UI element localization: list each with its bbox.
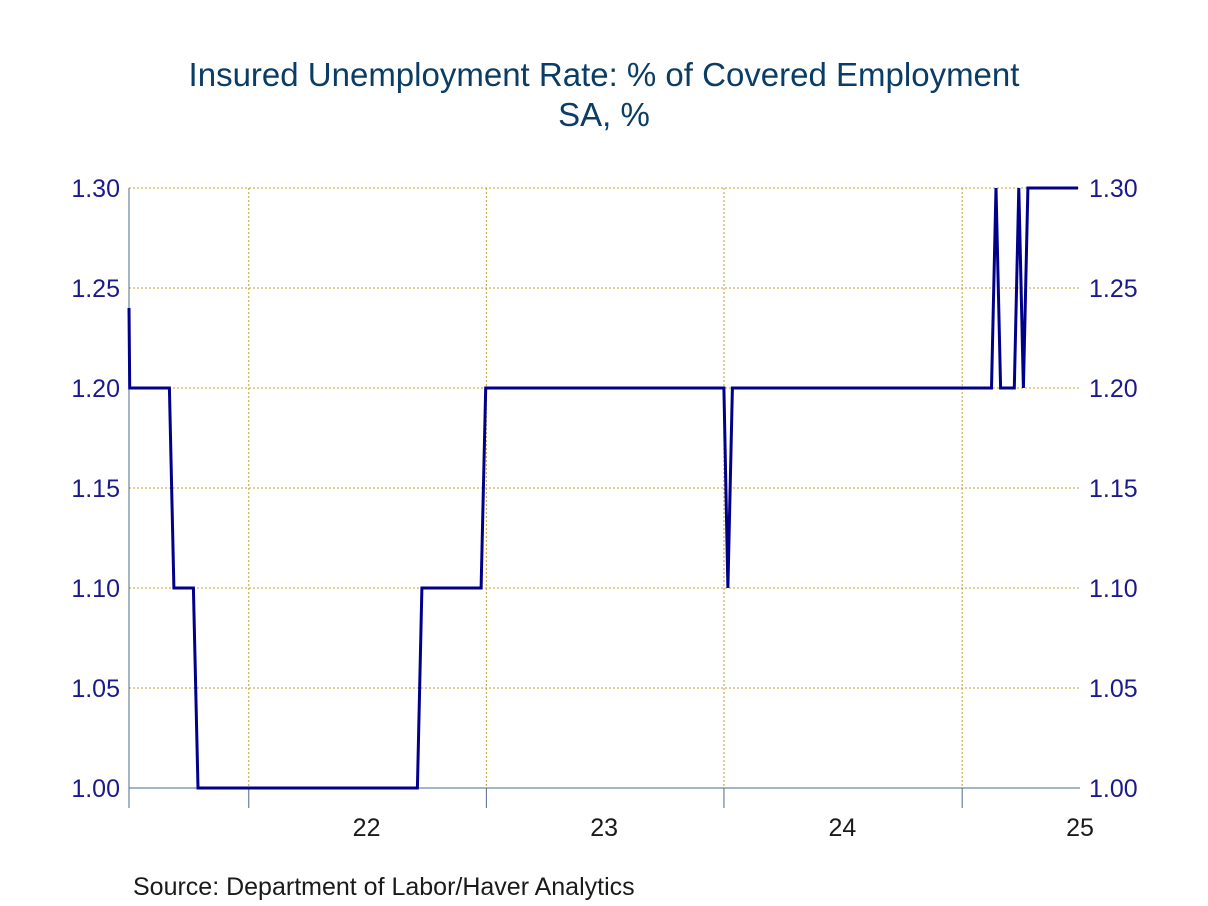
y-tick-label-right: 1.10 xyxy=(1089,575,1138,603)
series-group xyxy=(127,186,1078,790)
y-axis-right-ticks: 1.30 1.25 1.20 1.15 1.10 1.05 1.00 xyxy=(1089,175,1138,803)
y-tick-label-right: 1.00 xyxy=(1089,775,1138,803)
y-tick-label-right: 1.25 xyxy=(1089,275,1138,303)
x-tick-label: 22 xyxy=(353,814,381,842)
y-tick-label-left: 1.20 xyxy=(71,375,120,403)
y-tick-label-left: 1.00 xyxy=(71,775,120,803)
source-note: Source: Department of Labor/Haver Analyt… xyxy=(133,873,635,901)
chart-subtitle: SA, % xyxy=(558,96,650,133)
y-axis-left-ticks: 1.30 1.25 1.20 1.15 1.10 1.05 1.00 xyxy=(71,175,120,803)
grid-lines xyxy=(129,187,1080,788)
y-tick-label-right: 1.30 xyxy=(1089,175,1138,203)
x-tick-label: 23 xyxy=(590,814,618,842)
y-tick-label-right: 1.05 xyxy=(1089,675,1138,703)
x-tick-label: 25 xyxy=(1066,814,1094,842)
chart-title: Insured Unemployment Rate: % of Covered … xyxy=(189,56,1020,93)
x-tick-label: 24 xyxy=(829,814,857,842)
axes xyxy=(128,188,1080,808)
y-tick-label-left: 1.15 xyxy=(71,475,120,503)
y-tick-label-left: 1.10 xyxy=(71,575,120,603)
y-tick-label-left: 1.05 xyxy=(71,675,120,703)
y-tick-label-left: 1.25 xyxy=(71,275,120,303)
series-line xyxy=(127,186,1078,790)
y-tick-label-right: 1.15 xyxy=(1089,475,1138,503)
y-tick-label-left: 1.30 xyxy=(71,175,120,203)
y-tick-label-right: 1.20 xyxy=(1089,375,1138,403)
x-axis-ticks: 22 23 24 25 xyxy=(353,814,1094,842)
